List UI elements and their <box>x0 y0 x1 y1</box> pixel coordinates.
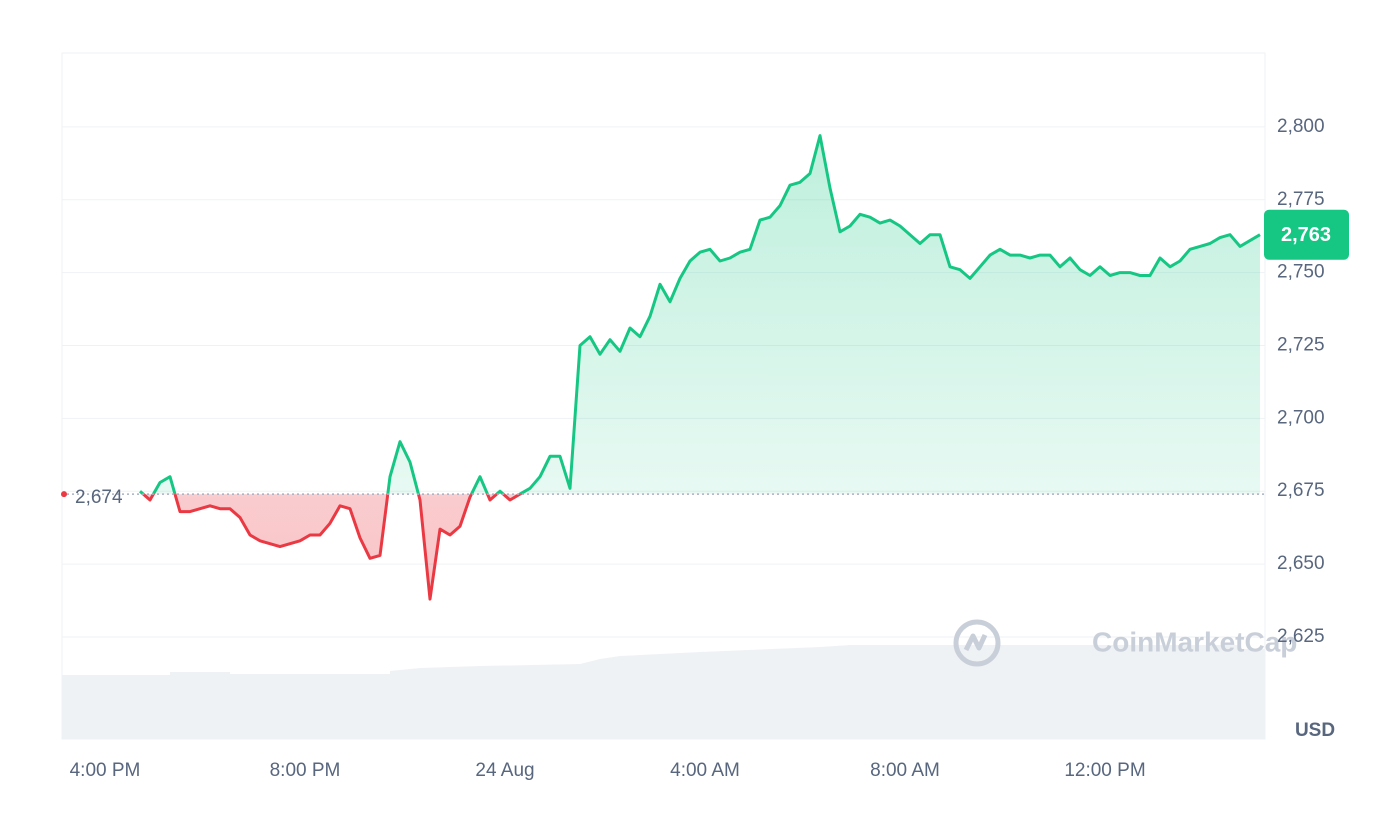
price-line-up <box>139 134 1261 495</box>
y-tick-label: 2,625 <box>1277 626 1325 647</box>
watermark-logo <box>953 619 1001 667</box>
reference-label: 2,674 <box>75 487 123 508</box>
last-price-label: 2,763 <box>1281 224 1331 246</box>
x-tick-label: 8:00 PM <box>270 760 341 781</box>
y-tick-label: 2,725 <box>1277 335 1325 356</box>
x-tick-label: 12:00 PM <box>1064 760 1145 781</box>
area-down <box>140 494 1260 600</box>
y-tick-label: 2,800 <box>1277 116 1325 137</box>
price-line-down <box>141 494 523 601</box>
volume-area <box>62 645 1265 739</box>
reference-dot <box>61 491 67 498</box>
last-price-badge <box>1264 209 1349 260</box>
x-tick-label: 4:00 PM <box>70 760 141 781</box>
x-tick-label: 4:00 AM <box>670 760 740 781</box>
y-tick-label: 2,750 <box>1277 262 1325 283</box>
currency-label: USD <box>1295 720 1335 741</box>
area-up <box>140 135 1260 495</box>
x-tick-label: 8:00 AM <box>870 760 940 781</box>
y-tick-label: 2,775 <box>1277 189 1325 210</box>
y-tick-label: 2,650 <box>1277 553 1325 574</box>
watermark: CoinMarketCap <box>1092 626 1297 657</box>
y-tick-label: 2,675 <box>1277 480 1325 501</box>
y-tick-label: 2,700 <box>1277 407 1325 428</box>
x-tick-label: 24 Aug <box>475 760 534 781</box>
